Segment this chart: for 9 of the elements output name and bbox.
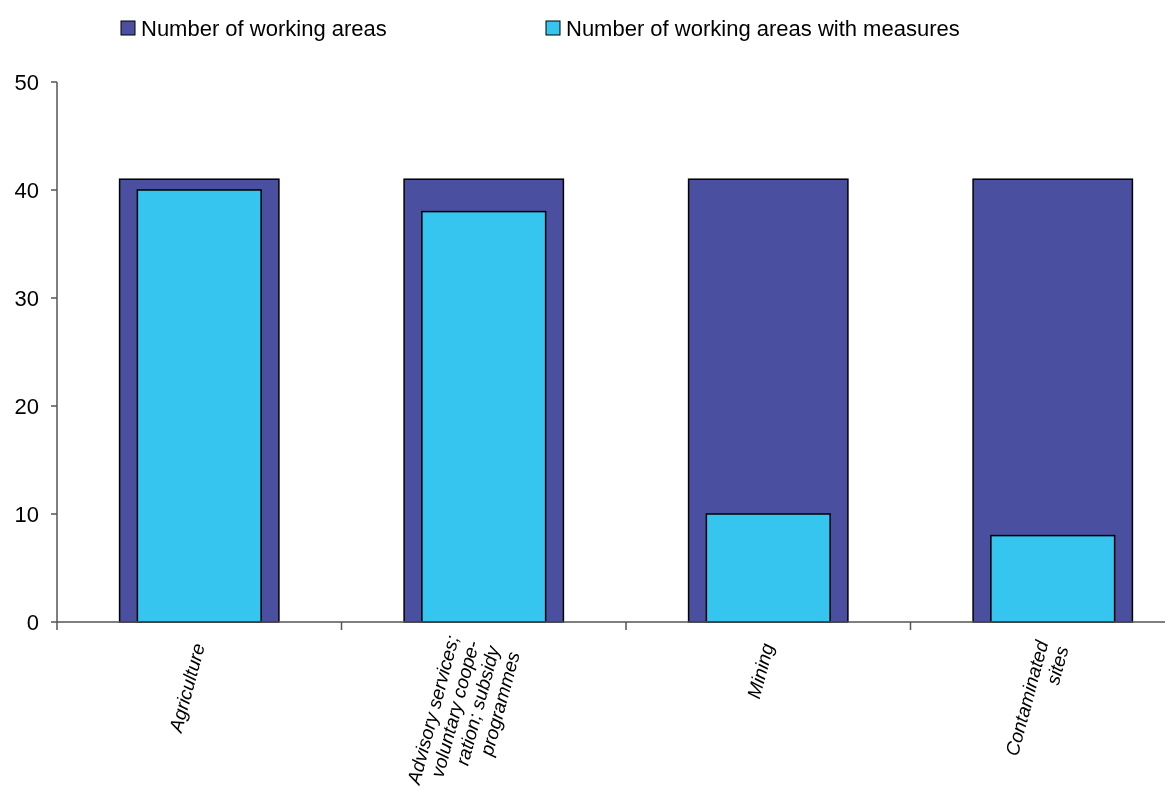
y-tick-label: 0 bbox=[26, 609, 39, 635]
y-tick-label: 40 bbox=[14, 177, 39, 203]
x-tick-label: Mining bbox=[743, 640, 779, 701]
y-tick-label: 20 bbox=[14, 393, 39, 419]
y-tick-label: 50 bbox=[14, 69, 39, 95]
y-tick-label: 30 bbox=[14, 285, 39, 311]
legend-label: Number of working areas with measures bbox=[566, 15, 960, 41]
legend-label: Number of working areas bbox=[141, 15, 387, 41]
y-tick-label: 10 bbox=[14, 501, 39, 527]
